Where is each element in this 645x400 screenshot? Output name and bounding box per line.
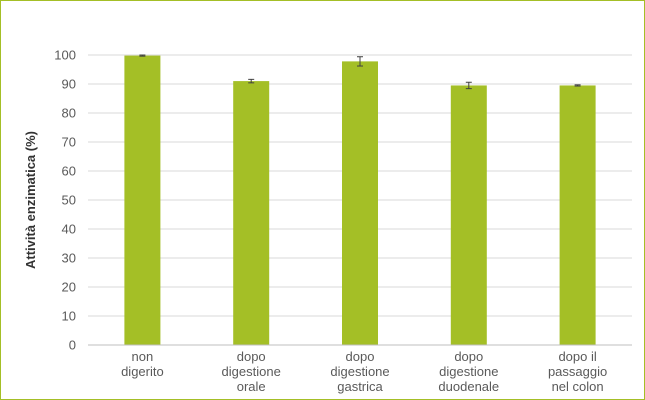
bar [559,85,596,345]
y-tick-label: 60 [62,164,76,179]
x-category-label: gastrica [337,379,383,394]
y-tick-label: 90 [62,77,76,92]
x-category-label: duodenale [438,379,499,394]
bar [342,61,378,345]
x-category-label: digerito [121,364,164,379]
bar [124,55,161,346]
x-category-label: digestione [439,364,498,379]
y-axis-label: Attività enzimatica (%) [23,131,38,269]
x-axis-categories: nondigeritodopodigestioneoraledopodigest… [121,349,607,394]
bar [233,81,270,345]
x-category-label: orale [237,379,266,394]
bar [450,85,487,345]
error-bars [139,54,581,90]
x-category-label: dopo [237,349,266,364]
y-tick-label: 70 [62,135,76,150]
y-tick-label: 40 [62,222,76,237]
y-tick-label: 50 [62,193,76,208]
y-tick-label: 20 [62,280,76,295]
y-tick-label: 80 [62,106,76,121]
bars [124,55,596,346]
y-tick-label: 30 [62,251,76,266]
y-tick-label: 10 [62,309,76,324]
y-tick-label: 100 [54,48,76,63]
y-tick-label: 0 [69,338,76,353]
x-category-label: digestione [330,364,389,379]
x-category-label: nel colon [552,379,604,394]
y-axis-ticks: 0 10 20 30 40 50 60 70 80 90 100 [54,48,76,353]
x-category-label: dopo il [558,349,596,364]
x-category-label: passaggio [548,364,607,379]
x-category-label: dopo [454,349,483,364]
x-category-label: dopo [346,349,375,364]
x-category-label: digestione [222,364,281,379]
x-category-label: non [132,349,154,364]
